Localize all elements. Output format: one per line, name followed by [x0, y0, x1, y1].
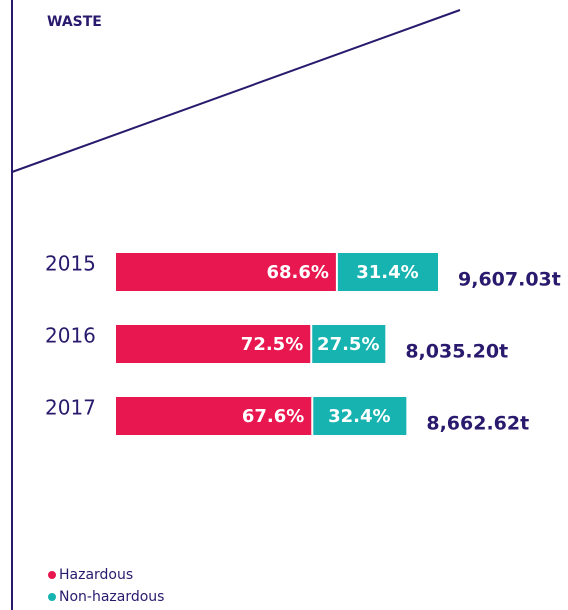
- value-label: 31.4%: [356, 262, 418, 283]
- decor-line: [11, 9, 461, 173]
- total-label: 9,607.03t: [458, 269, 561, 291]
- value-label: 27.5%: [317, 334, 379, 355]
- legend-label: Hazardous: [59, 567, 133, 583]
- bar-segment: [312, 397, 407, 435]
- legend-label: Non-hazardous: [59, 589, 164, 605]
- category-label: 2016: [45, 324, 96, 348]
- category-label: 2015: [45, 252, 96, 276]
- legend-marker: [48, 593, 56, 601]
- value-label: 72.5%: [241, 334, 303, 355]
- bar-segment: [116, 397, 313, 435]
- bar-segment: [311, 325, 386, 363]
- legend-marker: [48, 571, 56, 579]
- bar-segment: [116, 325, 312, 363]
- value-label: 67.6%: [242, 406, 304, 427]
- chart-title: WASTE: [47, 14, 102, 30]
- total-label: 8,035.20t: [405, 341, 508, 363]
- value-label: 32.4%: [328, 406, 390, 427]
- bar-segment: [336, 253, 438, 291]
- category-label: 2017: [45, 396, 96, 420]
- bar-segment: [116, 253, 337, 291]
- value-label: 68.6%: [266, 262, 328, 283]
- total-label: 8,662.62t: [426, 413, 529, 435]
